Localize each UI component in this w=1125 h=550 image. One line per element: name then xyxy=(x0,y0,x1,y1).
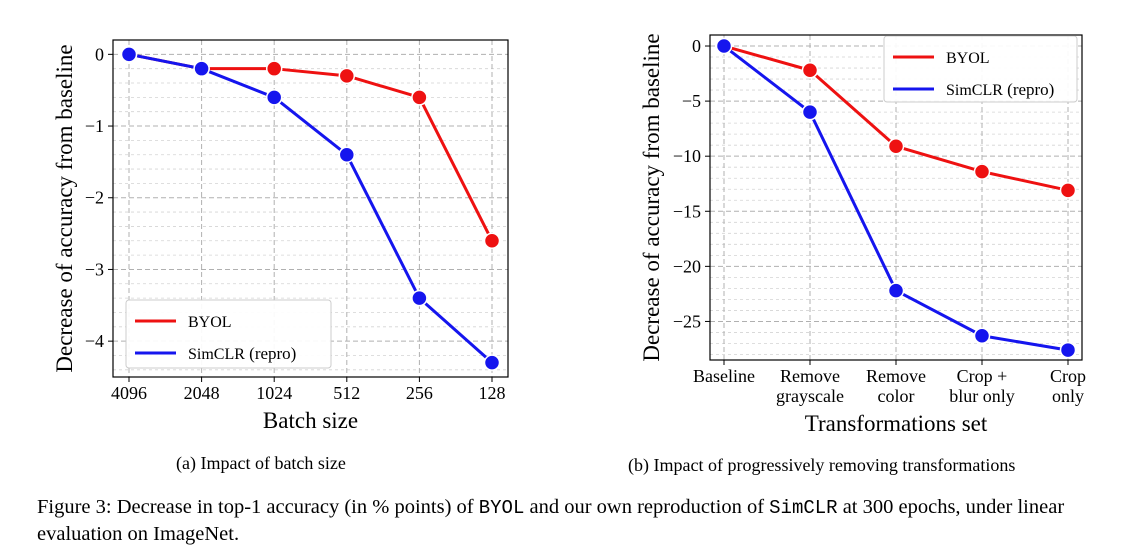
x-tick-label: color xyxy=(878,386,915,406)
x-tick-label: Crop + xyxy=(957,366,1008,386)
x-tick-label: 4096 xyxy=(111,383,147,403)
x-tick-label: grayscale xyxy=(776,386,844,406)
legend-label: BYOL xyxy=(188,314,232,331)
y-tick-label: −2 xyxy=(85,188,104,208)
x-tick-label: blur only xyxy=(949,386,1015,406)
y-tick-label: −15 xyxy=(673,201,701,221)
data-point xyxy=(801,103,819,121)
data-point xyxy=(411,289,428,307)
data-point xyxy=(193,60,210,77)
x-tick-label: Crop xyxy=(1050,366,1086,386)
legend-label: SimCLR (repro) xyxy=(188,344,296,363)
y-tick-label: −3 xyxy=(85,259,104,279)
caption-middle: and our own reproduction of xyxy=(524,496,770,518)
x-tick-label: only xyxy=(1052,386,1084,406)
x-tick-label: 2048 xyxy=(184,383,220,403)
y-tick-label: −4 xyxy=(85,331,104,351)
caption-prefix: Figure 3: Decrease in top-1 accuracy (in… xyxy=(37,496,479,518)
caption-simclr: SimCLR xyxy=(769,497,838,519)
x-tick-label: 1024 xyxy=(256,383,292,403)
y-tick-label: −5 xyxy=(682,91,701,111)
y-tick-label: 0 xyxy=(692,36,701,56)
x-tick-label: Remove xyxy=(866,366,926,386)
data-point xyxy=(338,146,356,163)
subcaption-b: (b) Impact of progressively removing tra… xyxy=(628,455,1016,475)
data-point xyxy=(483,232,501,250)
data-point xyxy=(483,354,501,371)
data-point xyxy=(265,60,283,77)
data-point xyxy=(887,138,905,155)
y-axis-label: Decrease of accuracy from baseline xyxy=(52,44,77,372)
y-tick-label: −20 xyxy=(673,256,701,276)
data-point xyxy=(411,89,428,106)
y-tick-label: −10 xyxy=(673,146,701,166)
y-tick-label: −1 xyxy=(85,116,104,136)
data-point xyxy=(1059,182,1077,199)
x-axis-label: Batch size xyxy=(263,408,358,433)
data-point xyxy=(801,62,819,79)
chart-batch-size: 0 −1 −2 −3 −4 4096 2048 1024 512 256 128 Batch size… xyxy=(52,39,509,433)
data-point xyxy=(265,89,283,106)
x-axis-label: Transformations set xyxy=(805,411,988,436)
y-tick-label: −25 xyxy=(673,311,701,331)
y-tick-label: 0 xyxy=(95,44,104,64)
x-tick-label: 256 xyxy=(406,383,433,403)
plot-frame xyxy=(112,39,509,378)
x-tick-label: 512 xyxy=(333,383,360,403)
figure-caption: Figure 3: Decrease in top-1 accuracy (in… xyxy=(37,494,1112,547)
subcaption-a: (a) Impact of batch size xyxy=(176,453,346,473)
data-point xyxy=(120,46,138,63)
x-tick-label: Remove xyxy=(780,366,840,386)
caption-suffix: at 300 epochs, under linear evaluation o… xyxy=(37,496,1065,545)
legend-label: BYOL xyxy=(946,50,990,67)
legend-box xyxy=(125,299,332,369)
legend-label: SimCLR (repro) xyxy=(946,80,1054,99)
series-line xyxy=(128,52,494,242)
data-point xyxy=(715,37,733,55)
caption-byol: BYOL xyxy=(478,497,525,519)
data-point xyxy=(973,163,991,180)
data-point xyxy=(887,282,905,299)
legend-box xyxy=(883,35,1078,103)
series-line xyxy=(128,52,493,364)
y-axis-label: Decrease of accuracy from baseline xyxy=(639,33,664,361)
x-tick-label: Baseline xyxy=(693,366,755,386)
data-point xyxy=(1059,341,1077,359)
plot-frame xyxy=(709,34,1083,361)
data-point xyxy=(338,67,356,85)
data-point xyxy=(973,327,991,345)
x-tick-label: 128 xyxy=(479,383,506,403)
